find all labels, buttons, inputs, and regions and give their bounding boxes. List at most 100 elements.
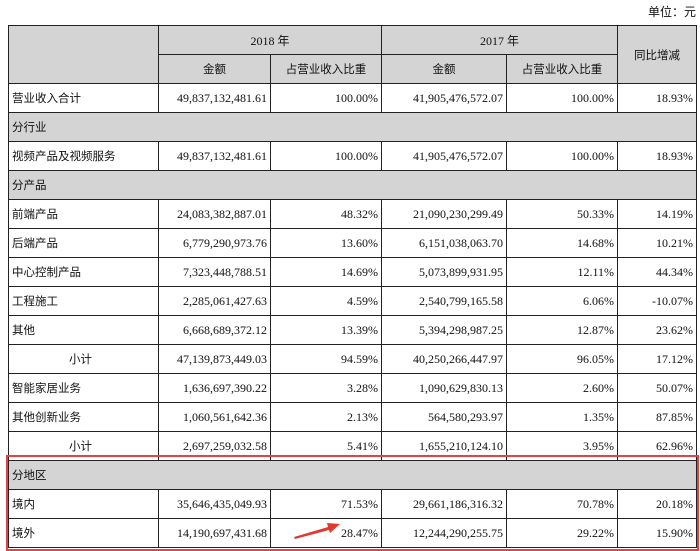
cell-s17: 3.95% <box>506 431 619 461</box>
cell-yoy: 62.96% <box>617 431 698 461</box>
cell-a18: 1,060,561,642.36 <box>158 402 271 432</box>
cell-a17: 21,090,230,299.49 <box>381 199 508 229</box>
cell-a18: 2,697,259,032.58 <box>158 431 271 461</box>
unit-label: 单位：元 <box>647 5 696 19</box>
cell-a18: 14,190,697,431.68 <box>158 518 271 548</box>
cell-a18: 6,668,689,372.12 <box>158 315 271 345</box>
row-label: 后端产品 <box>8 228 159 258</box>
cell-a17: 29,661,186,316.32 <box>381 489 508 519</box>
header-2018: 2018 年 <box>157 25 383 55</box>
table-row: 其他 6,668,689,372.12 13.39% 5,394,298,987.25… <box>8 315 698 345</box>
cell-a18: 49,837,132,481.61 <box>158 83 271 113</box>
cell-s17: 12.11% <box>506 257 619 287</box>
table-row: 智能家居业务 1,636,697,390.22 3.28% 1,090,629,830… <box>8 373 698 403</box>
cell-a17: 5,394,298,987.25 <box>381 315 508 345</box>
row-label: 视频产品及视频服务 <box>8 141 159 171</box>
cell-a18: 35,646,435,049.93 <box>158 489 271 519</box>
cell-s18: 28.47% <box>269 518 383 548</box>
header-row-columns: 金额 占营业收入比重 金额 占营业收入比重 <box>9 54 697 84</box>
header-share-2017: 占营业收入比重 <box>506 54 619 84</box>
cell-yoy: 10.21% <box>617 228 698 258</box>
subtotal-row: 小计 2,697,259,032.58 5.41% 1,655,210,124.10 3… <box>8 431 698 461</box>
cell-s17: 29.22% <box>506 518 619 548</box>
cell-s18: 100.00% <box>269 141 383 171</box>
cell-yoy: -10.07% <box>617 286 698 316</box>
cell-s17: 100.00% <box>506 141 619 171</box>
table-row: 其他创新业务 1,060,561,642.36 2.13% 564,580,293.9… <box>8 402 698 432</box>
section-label: 分产品 <box>7 170 698 200</box>
cell-s18: 100.00% <box>269 83 383 113</box>
header-row-years: 2018 年 2017 年 同比增减 <box>8 25 698 84</box>
cell-s17: 70.78% <box>506 489 619 519</box>
row-label: 工程施工 <box>8 286 159 316</box>
cell-a17: 1,090,629,830.13 <box>381 373 508 403</box>
cell-yoy: 20.18% <box>617 489 698 519</box>
subtotal-row: 小计 47,139,873,449.03 94.59% 40,250,266,447.… <box>8 344 698 374</box>
cell-a18: 6,779,290,973.76 <box>158 228 271 258</box>
table-row: 工程施工 2,285,061,427.63 4.59% 2,540,799,165.5… <box>8 286 698 316</box>
header-amount-2018: 金额 <box>158 54 271 84</box>
cell-yoy: 87.85% <box>617 402 698 432</box>
cell-s18: 48.32% <box>269 199 383 229</box>
table-row: 后端产品 6,779,290,973.76 13.60% 6,151,038,063.… <box>8 228 698 258</box>
cell-yoy: 17.12% <box>617 344 698 374</box>
table-row: 境内 35,646,435,049.93 71.53% 29,661,186,316.… <box>8 489 698 519</box>
row-label: 中心控制产品 <box>8 257 159 287</box>
row-label: 小计 <box>8 431 159 461</box>
red-arrow-icon <box>294 523 340 539</box>
cell-s17: 12.87% <box>506 315 619 345</box>
cell-s17: 100.00% <box>506 83 619 113</box>
header-yoy: 同比增减 <box>617 25 698 84</box>
table-row: 前端产品 24,083,382,887.01 48.32% 21,090,230,29… <box>8 199 698 229</box>
section-row: 分地区 <box>7 460 698 490</box>
cell-s17: 2.60% <box>506 373 619 403</box>
cell-a17: 564,580,293.97 <box>381 402 508 432</box>
cell-s18: 14.69% <box>269 257 383 287</box>
row-label: 营业收入合计 <box>8 83 159 113</box>
revenue-table: 2018 年 2017 年 同比增减 金额 占营业收入比重 金额 占营业收入比重… <box>7 25 698 548</box>
cell-s18: 94.59% <box>269 344 383 374</box>
cell-s17: 50.33% <box>506 199 619 229</box>
cell-yoy: 14.19% <box>617 199 698 229</box>
row-label: 境外 <box>8 518 159 548</box>
header-2017: 2017 年 <box>381 25 619 55</box>
row-label: 小计 <box>8 344 159 374</box>
cell-yoy: 15.90% <box>617 518 698 548</box>
cell-yoy: 50.07% <box>617 373 698 403</box>
row-label: 境内 <box>8 489 159 519</box>
cell-s17: 6.06% <box>506 286 619 316</box>
section-row: 分产品 <box>7 170 698 200</box>
header-blank <box>8 25 159 84</box>
cell-s18: 2.13% <box>269 402 383 432</box>
cell-s17: 96.05% <box>506 344 619 374</box>
cell-yoy: 44.34% <box>617 257 698 287</box>
row-label: 其他创新业务 <box>8 402 159 432</box>
cell-a17: 41,905,476,572.07 <box>381 141 508 171</box>
cell-s17: 1.35% <box>506 402 619 432</box>
row-label: 其他 <box>8 315 159 345</box>
cell-s18: 3.28% <box>269 373 383 403</box>
table-row: 中心控制产品 7,323,448,788.51 14.69% 5,073,899,93… <box>8 257 698 287</box>
cell-a18: 47,139,873,449.03 <box>158 344 271 374</box>
cell-s18: 71.53% <box>269 489 383 519</box>
table-row: 境外 14,190,697,431.68 28.47% 12,244,290,255.… <box>8 518 698 548</box>
cell-a18: 7,323,448,788.51 <box>158 257 271 287</box>
cell-yoy: 18.93% <box>617 141 698 171</box>
cell-a18: 24,083,382,887.01 <box>158 199 271 229</box>
cell-yoy: 23.62% <box>617 315 698 345</box>
cell-yoy: 18.93% <box>617 83 698 113</box>
cell-a17: 41,905,476,572.07 <box>381 83 508 113</box>
section-label: 分地区 <box>7 460 698 490</box>
cell-a17: 6,151,038,063.70 <box>381 228 508 258</box>
table-row: 营业收入合计 49,837,132,481.61 100.00% 41,905,476… <box>8 83 698 113</box>
table-row: 视频产品及视频服务 49,837,132,481.61 100.00% 41,905,… <box>8 141 698 171</box>
header-share-2018: 占营业收入比重 <box>269 54 383 84</box>
cell-a17: 12,244,290,255.75 <box>381 518 508 548</box>
cell-s18: 13.60% <box>269 228 383 258</box>
cell-a18: 49,837,132,481.61 <box>158 141 271 171</box>
cell-a18: 2,285,061,427.63 <box>158 286 271 316</box>
header-amount-2017: 金额 <box>381 54 508 84</box>
section-label: 分行业 <box>7 112 698 142</box>
cell-a17: 1,655,210,124.10 <box>381 431 508 461</box>
row-label: 智能家居业务 <box>8 373 159 403</box>
